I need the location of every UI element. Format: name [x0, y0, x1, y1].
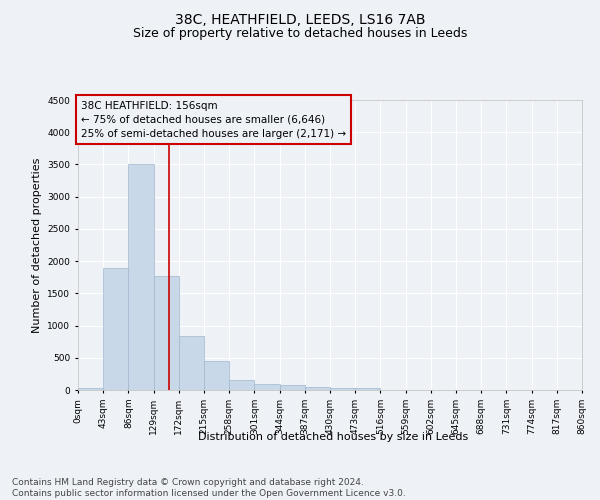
Bar: [204, 362, 229, 390]
Text: 38C, HEATHFIELD, LEEDS, LS16 7AB: 38C, HEATHFIELD, LEEDS, LS16 7AB: [175, 12, 425, 26]
Y-axis label: Number of detached properties: Number of detached properties: [32, 158, 42, 332]
Text: Distribution of detached houses by size in Leeds: Distribution of detached houses by size …: [198, 432, 468, 442]
Text: 38C HEATHFIELD: 156sqm
← 75% of detached houses are smaller (6,646)
25% of semi-: 38C HEATHFIELD: 156sqm ← 75% of detached…: [81, 100, 346, 138]
Bar: [78, 388, 103, 390]
Bar: [128, 164, 154, 390]
Text: Contains HM Land Registry data © Crown copyright and database right 2024.
Contai: Contains HM Land Registry data © Crown c…: [12, 478, 406, 498]
Bar: [330, 388, 355, 390]
Bar: [103, 268, 128, 390]
Bar: [280, 385, 305, 390]
Bar: [179, 336, 204, 390]
Bar: [355, 388, 380, 390]
Bar: [254, 384, 280, 390]
Bar: [229, 380, 254, 390]
Bar: [305, 387, 330, 390]
Text: Size of property relative to detached houses in Leeds: Size of property relative to detached ho…: [133, 28, 467, 40]
Bar: [154, 276, 179, 390]
